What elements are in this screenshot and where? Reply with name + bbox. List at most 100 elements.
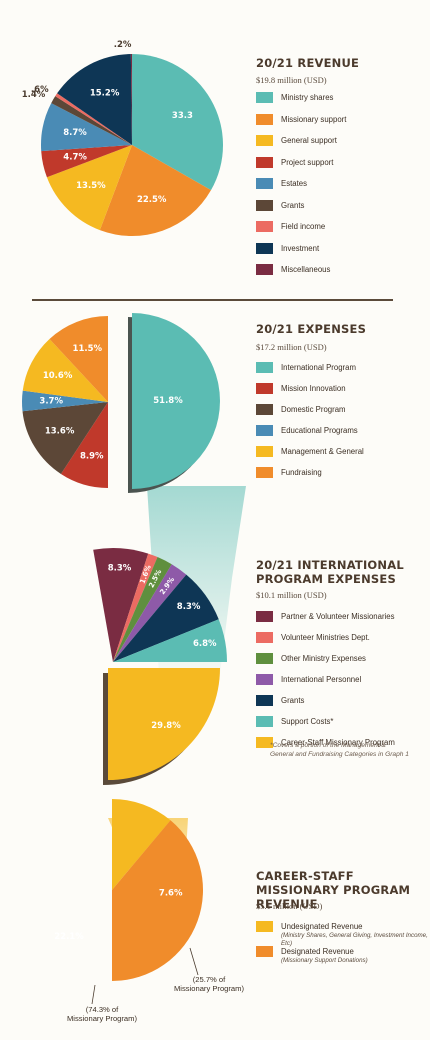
revenue-legend-label: Investment [281,243,320,253]
international-legend-item: International Personnel [256,674,395,695]
international-legend-swatch [256,653,273,664]
revenue-value-label: 8.7% [63,128,87,138]
revenue-legend-swatch [256,199,273,211]
revenue-legend-swatch [256,242,273,254]
expenses-legend-item: Management & General [256,446,364,467]
expenses-legend-label: Domestic Program [281,405,346,414]
international-legend-label: Career-Staff Missionary Program [281,738,395,747]
expenses-subtitle: $17.2 million (USD) [256,342,327,352]
international-legend-item: Other Ministry Expenses [256,653,395,674]
international-legend-label: Volunteer Ministries Dept. [281,633,370,642]
career-staff-legend-sublabel: (Missionary Support Donations) [281,957,368,964]
international-slice-international-personnel [113,564,187,662]
revenue-legend-item: Field income [256,221,346,243]
career-staff-subtitle: $5.1 million (USD) [256,901,323,911]
international-legend-swatch [256,716,273,727]
expenses-legend-label: Mission Innovation [281,384,346,393]
revenue-legend-item: General support [256,135,346,157]
revenue-slice-miscellaneous [130,54,132,145]
revenue-slice-general-support [46,145,132,231]
revenue-legend-swatch [256,178,273,189]
career-staff-slice-undesignated-revenue [112,799,171,890]
expenses-legend-item: Fundraising [256,467,364,488]
career-staff-annotation-text: (25.7% of [193,975,226,984]
expenses-legend-swatch [256,404,273,415]
international-slice-other-ministry-expenses [113,557,172,662]
section-divider [32,299,393,301]
expenses-legend-label: Educational Programs [281,426,358,435]
revenue-legend-swatch [256,264,273,275]
international-value-label: 8.3% [177,602,201,612]
expenses-legend-label: International Program [281,363,356,372]
career-staff-legend-label: Designated Revenue (Missionary Support Do… [281,947,368,964]
revenue-legend-label: Grants [281,200,305,210]
international-slice-volunteer-ministries-dept [113,553,158,662]
international-slice-partner-volunteer-missionaries [93,547,149,662]
international-legend-label: Grants [281,696,305,705]
international-value-label: 8.3% [108,564,132,574]
revenue-legend-item: Investment [256,242,346,265]
revenue-value-label: 22.5% [137,195,167,205]
revenue-legend-item: Miscellaneous [256,264,346,286]
expenses-slice-fundraising [49,316,108,402]
career-staff-value-label: 7.6% [159,889,183,899]
career-staff-legend-swatch [256,946,273,957]
expenses-value-label: 51.8% [153,396,183,406]
revenue-value-label: 13.5% [76,181,106,191]
career-staff-legend: Undesignated Revenue (Ministry Shares, Ge… [256,921,430,971]
revenue-value-label: 4.7% [63,152,87,162]
expenses-value-label: 10.6% [43,371,73,381]
expenses-value-label: 3.7% [39,396,63,406]
revenue-legend-swatch [256,221,273,232]
revenue-value-label: .2% [114,40,132,50]
revenue-slice-field-income [55,93,132,145]
international-value-label: 6.8% [193,639,217,649]
career-staff-title: CAREER-STAFF MISSIONARY PROGRAM REVENUE [256,869,411,911]
expenses-slice-management-general [22,338,108,402]
international-slice-support-costs [113,619,227,662]
revenue-legend-label: Estates [281,179,308,188]
revenue-value-label: 15.2% [90,89,120,99]
expenses-legend: International Program Mission Innovation D… [256,362,364,488]
revenue-slice-project-support [41,145,132,178]
revenue-legend-label: General support [281,136,337,145]
revenue-slice-estates [41,103,132,152]
revenue-slice-missionary-support [99,145,211,237]
expenses-legend-label: Fundraising [281,468,322,477]
international-legend-item: Career-Staff Missionary Program [256,737,395,758]
revenue-legend-swatch [256,113,273,125]
revenue-legend-label: Ministry shares [281,93,334,102]
career-staff-legend-label: Undesignated Revenue (Ministry Shares, Ge… [281,921,430,947]
expenses-legend-swatch [256,446,273,457]
expenses-legend-item: Educational Programs [256,425,364,446]
career-staff-slice-designated-revenue [112,820,203,981]
international-value-label: 29.8% [151,721,181,731]
career-staff-annotation-text: Missionary Program) [67,1014,138,1023]
international-legend-item: Support Costs* [256,716,395,737]
expenses-title: 20/21 EXPENSES [256,322,367,336]
international-footnote: *Covers a portion of the Management & Ge… [270,742,409,758]
revenue-legend-label: Field income [281,222,326,231]
revenue-slice-grants [51,96,133,145]
international-legend-swatch [256,674,273,685]
revenue-slice-investment [57,54,132,146]
international-title: 20/21 INTERNATIONAL PROGRAM EXPENSES [256,558,404,586]
leader-line [91,984,96,1005]
expenses-legend-item: Domestic Program [256,404,364,425]
international-subtitle: $10.1 million (USD) [256,590,327,600]
international-legend-label: Other Ministry Expenses [281,654,366,663]
career-staff-value-label: 22.1% [54,932,84,942]
revenue-legend-label: Miscellaneous [281,265,331,274]
pie-layer [21,53,227,981]
revenue-legend-label: Project support [281,157,334,167]
revenue-value-label: .6% [31,85,49,95]
revenue-title: 20/21 REVENUE [256,56,360,70]
international-legend-swatch [256,737,273,748]
expenses-legend-label: Management & General [281,447,364,456]
expenses-legend-swatch [256,467,273,478]
international-legend-label: Support Costs* [281,717,334,726]
career-staff-legend-sublabel: (Ministry Shares, General Giving, Invest… [281,932,428,947]
expenses-slice-international-program [132,313,220,489]
revenue-legend-label: Missionary support [281,114,347,124]
